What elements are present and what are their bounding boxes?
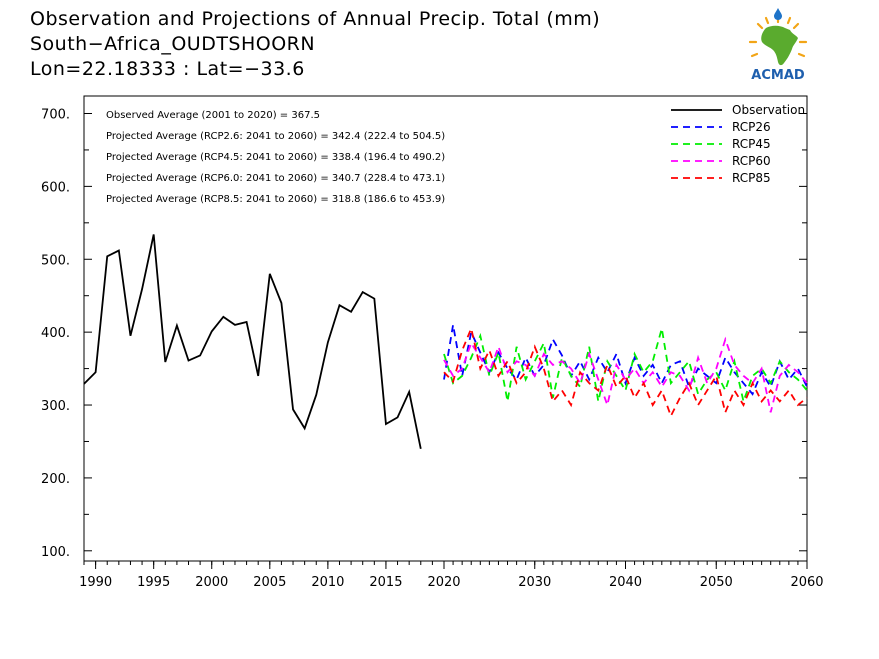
station-coordinates: Lon=22.18333 : Lat=−33.6 — [30, 58, 305, 80]
legend: Observation RCP26 RCP45 RCP60 RCP85 — [671, 103, 805, 185]
chart-title: Observation and Projections of Annual Pr… — [30, 8, 601, 30]
projection-series — [443, 324, 808, 419]
observation-series — [83, 234, 422, 449]
x-tick-label: 1995 — [137, 575, 170, 590]
legend-label: RCP26 — [732, 120, 771, 134]
stat-annotation: Projected Average (RCP6.0: 2041 to 2060)… — [106, 173, 445, 184]
legend-label: RCP60 — [732, 154, 771, 168]
series-line-rcp60 — [443, 336, 808, 413]
x-tick-label: 1990 — [79, 575, 112, 590]
stat-annotation: Observed Average (2001 to 2020) = 367.5 — [106, 110, 320, 121]
y-tick-label: 500. — [41, 253, 70, 268]
legend-label: RCP45 — [732, 137, 771, 151]
stat-annotation: Projected Average (RCP4.5: 2041 to 2060)… — [106, 152, 445, 163]
plot-frame — [83, 95, 808, 562]
series-line-rcp85 — [443, 325, 808, 419]
station-name: South−Africa_OUDTSHOORN — [30, 33, 316, 55]
observation-line — [83, 234, 422, 449]
x-tick-label: 2060 — [790, 575, 823, 590]
legend-label: RCP85 — [732, 171, 771, 185]
x-tick-label: 2000 — [195, 575, 228, 590]
y-tick-label: 700. — [41, 107, 70, 122]
x-tick-label: 2030 — [518, 575, 551, 590]
y-tick-label: 200. — [41, 472, 70, 487]
x-tick-label: 2050 — [700, 575, 733, 590]
annotations: Observed Average (2001 to 2020) = 367.5 P… — [106, 110, 445, 205]
africa-logo-icon: ACMAD — [748, 8, 808, 83]
x-tick-label: 2020 — [427, 575, 460, 590]
x-tick-label: 2005 — [253, 575, 286, 590]
x-tick-label: 2010 — [311, 575, 344, 590]
legend-label: Observation — [732, 103, 805, 117]
logo-text: ACMAD — [751, 68, 805, 83]
water-drop-icon — [774, 8, 782, 20]
series-line-rcp45 — [443, 328, 808, 405]
x-tick-label: 2040 — [609, 575, 642, 590]
africa-shape — [761, 25, 798, 66]
stat-annotation: Projected Average (RCP2.6: 2041 to 2060)… — [106, 131, 445, 142]
y-tick-label: 400. — [41, 326, 70, 341]
stat-annotation: Projected Average (RCP8.5: 2041 to 2060)… — [106, 194, 445, 205]
x-tick-label: 2015 — [369, 575, 402, 590]
y-tick-label: 100. — [41, 545, 70, 560]
y-tick-label: 300. — [41, 399, 70, 414]
y-tick-label: 600. — [41, 180, 70, 195]
axes: 100. 200. 300. 400. 500. 600. 700. 1990 1995 2000… — [41, 95, 824, 590]
